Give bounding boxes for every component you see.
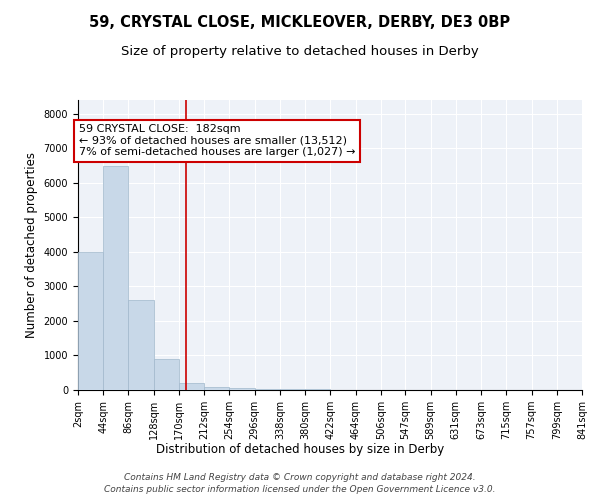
Bar [204,386,229,390]
Text: 59, CRYSTAL CLOSE, MICKLEOVER, DERBY, DE3 0BP: 59, CRYSTAL CLOSE, MICKLEOVER, DERBY, DE… [89,15,511,30]
Y-axis label: Number of detached properties: Number of detached properties [25,152,38,338]
Text: Size of property relative to detached houses in Derby: Size of property relative to detached ho… [121,45,479,58]
Bar [103,166,128,390]
Bar [128,300,154,390]
Bar [254,389,280,390]
Bar [78,252,103,390]
Text: Contains HM Land Registry data © Crown copyright and database right 2024.: Contains HM Land Registry data © Crown c… [124,472,476,482]
Bar [154,359,179,390]
Text: Distribution of detached houses by size in Derby: Distribution of detached houses by size … [156,442,444,456]
Bar [229,388,254,390]
Text: Contains public sector information licensed under the Open Government Licence v3: Contains public sector information licen… [104,485,496,494]
Text: 59 CRYSTAL CLOSE:  182sqm
← 93% of detached houses are smaller (13,512)
7% of se: 59 CRYSTAL CLOSE: 182sqm ← 93% of detach… [79,124,355,158]
Bar [179,383,204,390]
